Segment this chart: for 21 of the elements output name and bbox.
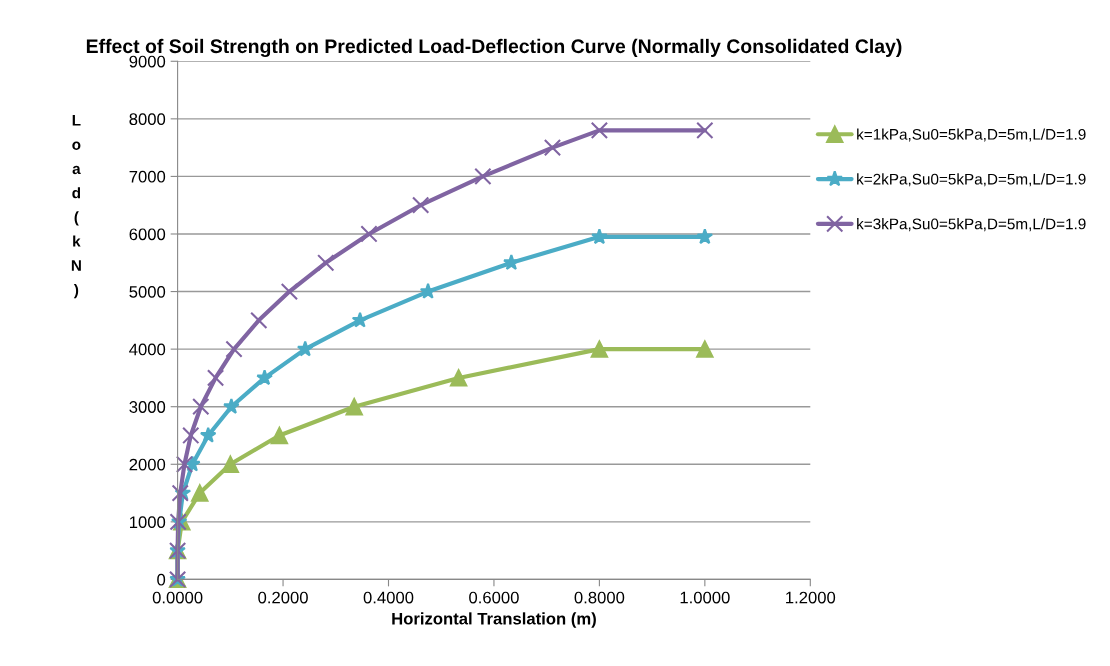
y-axis-title: Load (kN) <box>71 115 81 299</box>
y-tick-label: 5000 <box>129 285 166 298</box>
y-tick-label: 1000 <box>129 516 166 529</box>
y-tick-label: 0 <box>157 573 166 586</box>
x-tick-label: 1.2000 <box>786 591 836 604</box>
y-tick-label: 6000 <box>129 228 166 241</box>
x-tick-label: 0.8000 <box>574 591 625 604</box>
x-tick-label: 0.0000 <box>152 591 203 604</box>
x-axis-title: Horizontal Translation (m) <box>392 612 596 628</box>
legend-label: k=3kPa,Su0=5kPa,D=5m,L/D=1.9 <box>857 218 1086 232</box>
y-tick-label: 7000 <box>129 170 166 183</box>
x-tick-label: 0.2000 <box>258 591 308 604</box>
y-tick-label: 4000 <box>129 343 166 356</box>
y-tick-label: 3000 <box>129 401 166 413</box>
y-tick-label: 2000 <box>129 458 166 471</box>
y-tick-label: 8000 <box>129 113 166 126</box>
legend-label: k=2kPa,Su0=5kPa,D=5m,L/D=1.9 <box>857 173 1086 187</box>
x-tick-label: 1.0000 <box>680 591 730 604</box>
x-tick-label: 0.4000 <box>363 591 414 604</box>
x-tick-label: 0.6000 <box>469 591 519 604</box>
legend-label: k=1kPa,Su0=5kPa,D=5m,L/D=1.9 <box>857 128 1086 142</box>
